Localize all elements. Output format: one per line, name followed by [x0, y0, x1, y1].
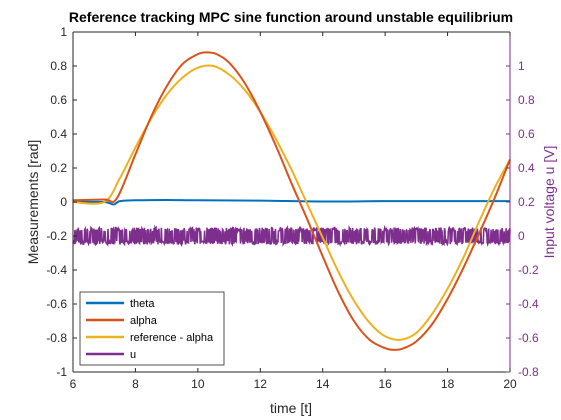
- right-y-tick-label: 0.2: [518, 195, 535, 209]
- series-line-reference-alpha: [72, 64, 511, 341]
- right-y-tick-label: 0.8: [518, 93, 535, 107]
- legend-label-u: u: [130, 349, 136, 361]
- x-tick-label: 14: [316, 377, 330, 391]
- left-y-tick-label: 0.2: [50, 161, 67, 175]
- x-axis-label: time [t]: [270, 400, 312, 416]
- left-y-tick-label: -0.8: [46, 331, 67, 345]
- right-y-tick-label: 1: [518, 59, 525, 73]
- left-y-tick-label: -0.2: [46, 229, 67, 243]
- x-tick-label: 16: [378, 377, 392, 391]
- x-tick-label: 6: [70, 377, 77, 391]
- x-tick-label: 20: [503, 377, 517, 391]
- left-y-tick-label: 1: [60, 25, 67, 39]
- right-y-tick-label: 0: [518, 229, 525, 243]
- right-y-tick-label: -0.4: [518, 297, 539, 311]
- chart-title: Reference tracking MPC sine function aro…: [69, 9, 513, 25]
- legend-label-alpha: alpha: [130, 315, 158, 327]
- left-y-tick-label: 0.8: [50, 59, 67, 73]
- right-y-tick-label: -0.6: [518, 331, 539, 345]
- left-y-tick-label: 0.6: [50, 93, 67, 107]
- ticks-layer: 6 8 10 12 14 16 18 2010.80.60.40.20-0.2-0.4-0.6…: [46, 25, 539, 391]
- right-y-tick-label: -0.2: [518, 263, 539, 277]
- left-y-axis-label: Measurements [rad]: [25, 140, 41, 265]
- left-y-tick-label: 0.4: [50, 127, 67, 141]
- legend: theta alpha reference - alpha u: [79, 291, 225, 366]
- legend-label-reference-alpha: reference - alpha: [130, 332, 214, 344]
- x-tick-label: 12: [254, 377, 268, 391]
- x-tick-label: 8: [132, 377, 139, 391]
- right-y-axis-label: Input voltage u [V]: [541, 146, 557, 259]
- right-y-tick-label: 0.4: [518, 161, 535, 175]
- legend-label-theta: theta: [130, 298, 155, 310]
- series-line-u: [72, 224, 511, 248]
- left-y-tick-label: -0.4: [46, 263, 67, 277]
- x-tick-label: 10: [191, 377, 205, 391]
- left-y-tick-label: 0: [60, 195, 67, 209]
- right-y-tick-label: 0.6: [518, 127, 535, 141]
- left-y-tick-label: -1: [56, 365, 67, 379]
- x-tick-label: 18: [441, 377, 455, 391]
- right-y-tick-label: -0.8: [518, 365, 539, 379]
- left-y-tick-label: -0.6: [46, 297, 67, 311]
- series-line-alpha: [72, 51, 511, 351]
- series-line-theta: [72, 198, 510, 206]
- series-layer: [72, 51, 511, 351]
